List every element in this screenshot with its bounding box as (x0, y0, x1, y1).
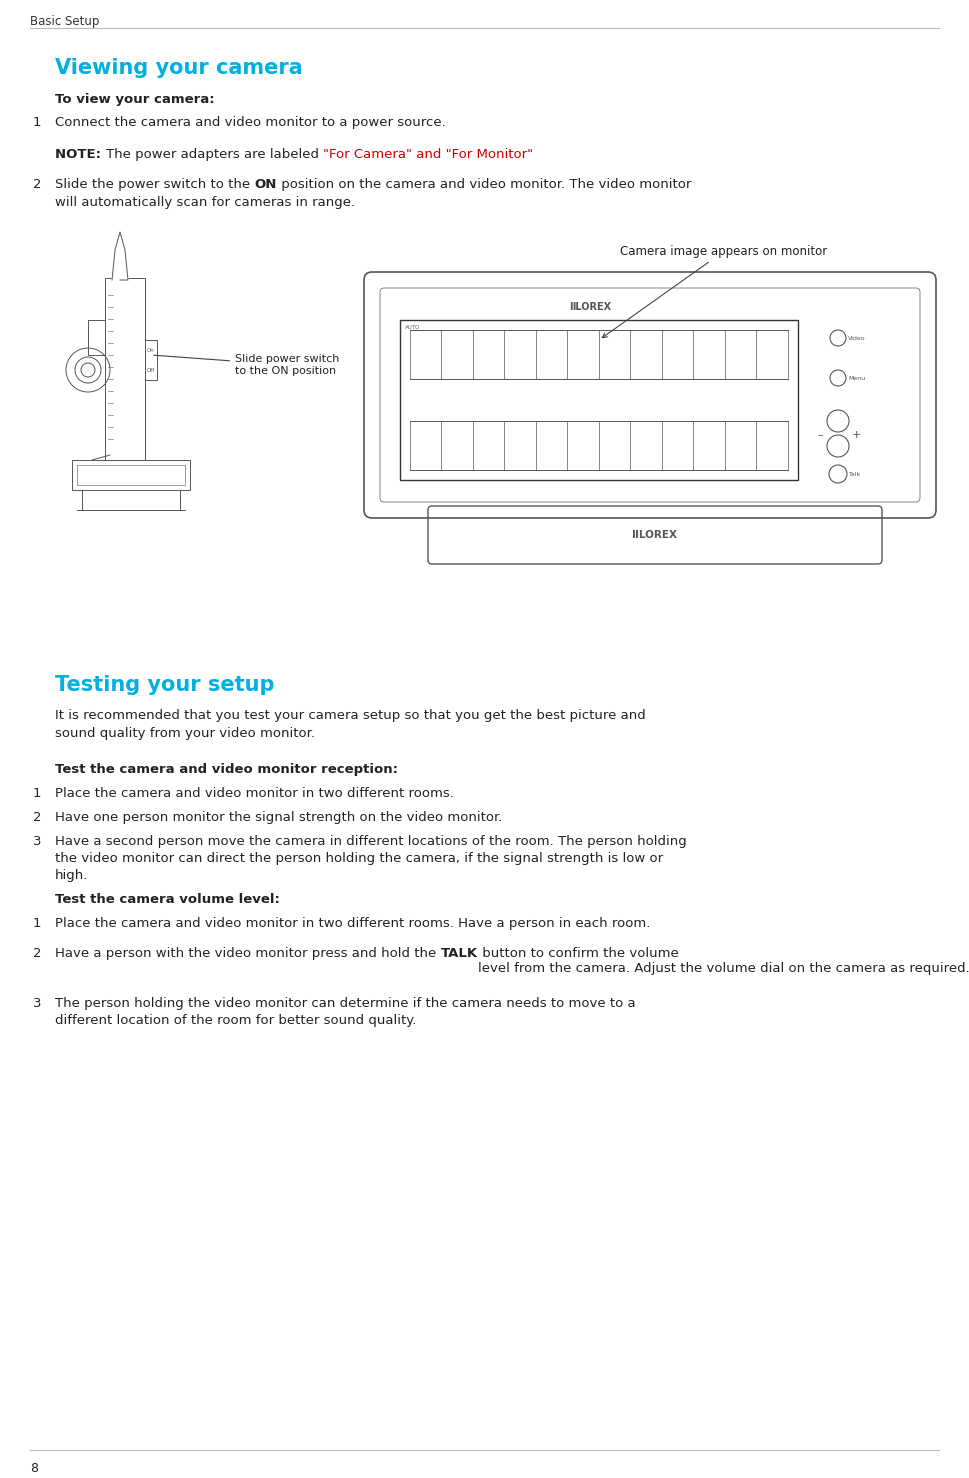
Text: –: – (817, 430, 823, 440)
Text: 1: 1 (33, 115, 42, 129)
Text: Camera image appears on monitor: Camera image appears on monitor (603, 245, 828, 337)
Text: Have a second person move the camera in different locations of the room. The per: Have a second person move the camera in … (55, 835, 687, 882)
Bar (105, 278, 145, 460)
Text: Place the camera and video monitor in two different rooms.: Place the camera and video monitor in tw… (55, 786, 453, 800)
Text: Talk: Talk (849, 471, 861, 476)
Text: The power adapters are labeled: The power adapters are labeled (106, 148, 323, 161)
Text: AUTO: AUTO (405, 325, 421, 330)
Text: 8: 8 (30, 1462, 38, 1475)
Text: Basic Setup: Basic Setup (30, 15, 100, 28)
Text: It is recommended that you test your camera setup so that you get the best pictu: It is recommended that you test your cam… (55, 709, 645, 721)
Text: Have one person monitor the signal strength on the video monitor.: Have one person monitor the signal stren… (55, 811, 502, 825)
Text: sound quality from your video monitor.: sound quality from your video monitor. (55, 727, 315, 740)
Text: Menu: Menu (848, 375, 865, 380)
Text: 2: 2 (33, 811, 42, 825)
Text: +: + (852, 430, 860, 440)
Text: ⅡLOREX: ⅡLOREX (633, 531, 677, 539)
Text: 3: 3 (33, 835, 42, 848)
Text: Viewing your camera: Viewing your camera (55, 58, 302, 78)
Text: 1: 1 (33, 786, 42, 800)
Text: ⅡLOREX: ⅡLOREX (569, 302, 611, 312)
Bar (72, 460, 190, 491)
Text: 2: 2 (33, 947, 42, 961)
Text: Connect the camera and video monitor to a power source.: Connect the camera and video monitor to … (55, 115, 446, 129)
Text: button to confirm the volume
level from the camera. Adjust the volume dial on th: button to confirm the volume level from … (478, 947, 969, 975)
Polygon shape (112, 232, 128, 279)
Text: ON: ON (255, 177, 277, 191)
Text: Place the camera and video monitor in two different rooms. Have a person in each: Place the camera and video monitor in tw… (55, 916, 650, 930)
Bar (77, 466, 185, 485)
Text: Slide power switch
to the ON position: Slide power switch to the ON position (154, 355, 339, 375)
Bar (145, 340, 157, 380)
Text: Video: Video (848, 336, 865, 340)
Text: Have a person with the video monitor press and hold the: Have a person with the video monitor pre… (55, 947, 441, 961)
Bar (400, 321, 798, 480)
Text: To view your camera:: To view your camera: (55, 93, 214, 106)
Text: TALK: TALK (441, 947, 478, 961)
Text: will automatically scan for cameras in range.: will automatically scan for cameras in r… (55, 197, 355, 208)
Text: "For Camera" and "For Monitor": "For Camera" and "For Monitor" (323, 148, 533, 161)
Text: NOTE:: NOTE: (55, 148, 106, 161)
Text: Slide the power switch to the: Slide the power switch to the (55, 177, 255, 191)
Text: The person holding the video monitor can determine if the camera needs to move t: The person holding the video monitor can… (55, 998, 636, 1027)
Text: 2: 2 (33, 177, 42, 191)
Text: Off: Off (147, 368, 155, 372)
Text: 1: 1 (33, 916, 42, 930)
Text: position on the camera and video monitor. The video monitor: position on the camera and video monitor… (277, 177, 691, 191)
Text: Test the camera volume level:: Test the camera volume level: (55, 893, 280, 906)
Bar (88, 321, 105, 355)
Text: On: On (147, 347, 155, 353)
Text: Testing your setup: Testing your setup (55, 675, 274, 695)
Text: Test the camera and video monitor reception:: Test the camera and video monitor recept… (55, 763, 398, 776)
Text: 3: 3 (33, 998, 42, 1009)
